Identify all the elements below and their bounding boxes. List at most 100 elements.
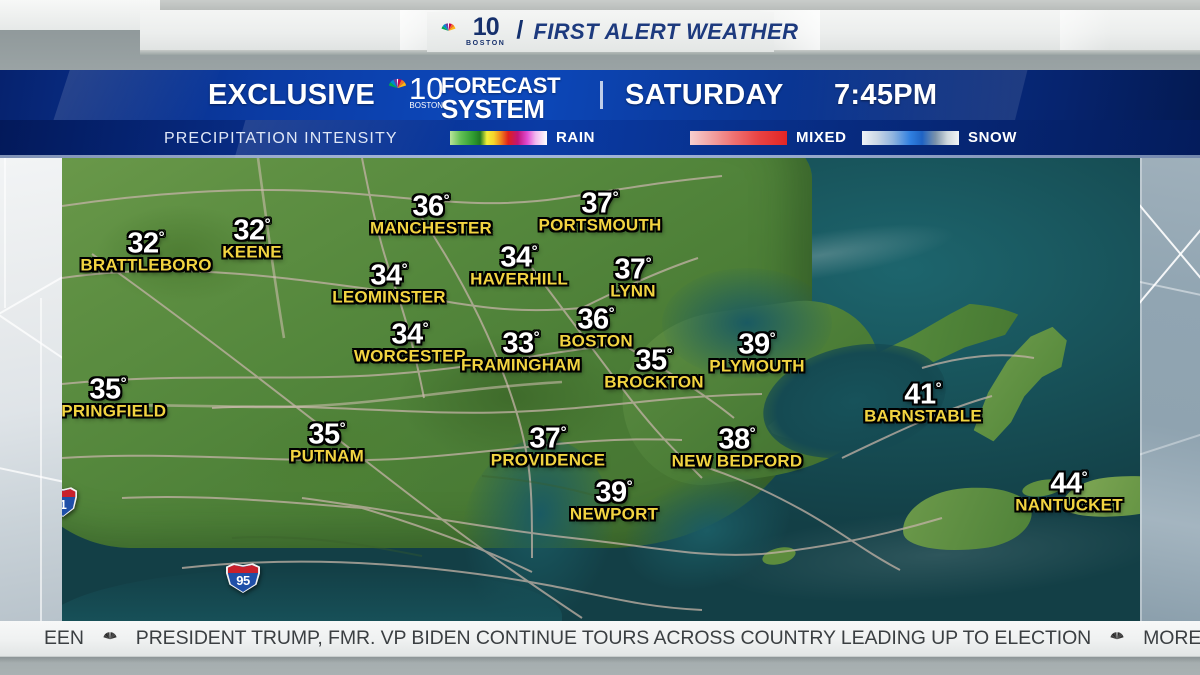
precipitation-legend-bar: PRECIPITATION INTENSITY RAIN MIXED SNOW [0,120,1200,158]
city-name: BARNSTABLE [864,406,982,426]
nbc-peacock-icon-title [387,76,408,102]
city-name: LEOMINSTER [332,287,446,307]
degree-symbol: ° [666,345,673,363]
forecast-map[interactable]: 1 95 32° BRATTLEBORO 32° KEENE 36° MANCHESTER… [62,158,1140,621]
studio-backdrop-top: 10 BOSTON / FIRST ALERT WEATHER [0,0,1200,70]
degree-symbol: ° [608,304,615,322]
degree-symbol: ° [769,329,776,347]
city-name: HAVERHILL [470,269,568,289]
city-temperature-label: 35°SPRINGFIELD [62,374,167,421]
city-temperature-label: 36° MANCHESTER [370,190,492,238]
nbc10-boston-lockup: 10 BOSTON [466,15,506,47]
city-temperature-label: 41° BARNSTABLE [864,378,982,426]
degree-symbol: ° [120,374,127,392]
studio-panel-left [0,0,160,30]
degree-symbol: ° [422,319,429,337]
studio-facet-3 [1060,10,1110,52]
temperature-value: 37° [614,253,652,286]
degree-symbol: ° [1081,468,1088,486]
temperature-value: 33° [502,327,540,360]
city-name: PROVIDENCE [490,450,606,470]
news-ticker[interactable]: EEN PRESIDENT TRUMP, FMR. VP BIDEN CONTI… [0,621,1200,657]
nbc-peacock-icon-ticker-2 [1107,630,1127,651]
degree-symbol: ° [749,424,756,442]
city-name: PUTNAM [290,446,364,466]
temperature-value: 39° [595,476,633,509]
city-name: FRAMINGHAM [460,355,582,375]
city-name: NEW BEDFORD [671,451,803,471]
city-name: BRATTLEBORO [80,255,212,275]
temperature-value: 37° [581,187,619,220]
forecast-line-1: FORECAST [441,73,561,98]
temperature-value: 44° [1050,467,1088,500]
degree-symbol: ° [533,328,540,346]
title-divider [600,81,603,109]
studio-shelf [140,50,1200,55]
city-name: LYNN [610,281,656,301]
legend-label-rain: RAIN [556,129,596,146]
legend-label-mixed: MIXED [796,129,847,146]
ticker-segment-left: EEN [44,627,84,649]
city-name: MANCHESTER [370,218,492,238]
temperature-value: 41° [904,378,942,411]
nbc-peacock-icon-ticker-1 [100,630,120,651]
network-number-title: 10 [409,71,444,106]
interstate-number-1: 1 [62,497,67,512]
snow-gradient-swatch [862,130,959,145]
city-name: SPRINGFIELD [62,401,167,421]
degree-symbol: ° [560,423,567,441]
degree-symbol: ° [401,260,408,278]
city-temperature-label: 35° PUTNAM [290,418,364,466]
city-name: BOSTON [559,331,633,351]
temperature-value: 37° [529,422,567,455]
city-name: PLYMOUTH [709,356,805,376]
temperature-value: 35° [635,344,673,377]
legend-item-snow: SNOW [862,129,1017,146]
degree-symbol: ° [158,228,165,246]
city-temperature-label: 33° FRAMINGHAM [460,327,582,375]
map-roads-and-borders [62,158,1035,619]
network-market-title: BOSTON [409,101,444,111]
city-name: NANTUCKET [1015,495,1123,515]
interstate-shield-i95: 95 [226,563,260,593]
city-temperature-label: 39° PLYMOUTH [709,329,805,376]
water-massachusetts-bay [662,268,832,378]
ticker-segment-right: MORE THAN 2 N [1143,627,1200,649]
title-sheen-left [47,70,223,120]
city-temperature-label: 34° WORCESTER [353,319,467,366]
temperature-value: 32° [127,227,165,260]
temperature-value: 35° [308,418,346,451]
city-temperature-label: 37° LYNN [610,253,656,301]
legend-item-mixed: MIXED [690,129,847,146]
degree-symbol: ° [339,419,346,437]
degree-symbol: ° [264,215,271,233]
temperature-value: 36° [412,190,450,223]
ticker-drop-shadow [0,657,1200,663]
city-name: BROCKTON [604,372,704,392]
network-market: BOSTON [466,39,506,47]
temperature-value: 36° [577,303,615,336]
city-temperature-label: 32° KEENE [222,215,282,262]
studio-wall-left [0,158,62,621]
forecast-day: SATURDAY [625,79,784,111]
nbc-peacock-icon [440,21,457,43]
forecast-title-bar: EXCLUSIVE [0,70,1200,120]
banner-slash: / [516,16,524,44]
temperature-value: 34° [500,241,538,274]
degree-symbol: ° [645,254,652,272]
city-temperature-label: 37° PROVIDENCE [490,422,606,470]
city-name: WORCESTER [353,346,467,366]
forecast-line-2: SYSTEM [441,93,545,120]
exclusive-label: EXCLUSIVE [208,79,376,111]
mixed-gradient-swatch [690,130,787,145]
interstate-shield-i91: 1 [62,487,77,517]
degree-symbol: ° [443,191,450,209]
banner-title: FIRST ALERT WEATHER [533,19,799,44]
ticker-headline: PRESIDENT TRUMP, FMR. VP BIDEN CONTINUE … [135,627,1092,649]
temperature-value: 34° [370,259,408,292]
city-temperature-label: 34° HAVERHILL [470,241,568,289]
city-temperature-label: 35° BROCKTON [604,344,704,392]
forecast-system-label: FORECAST SYSTEM [441,73,561,120]
city-temperature-label: 37° PORTSMOUTH [539,187,662,235]
